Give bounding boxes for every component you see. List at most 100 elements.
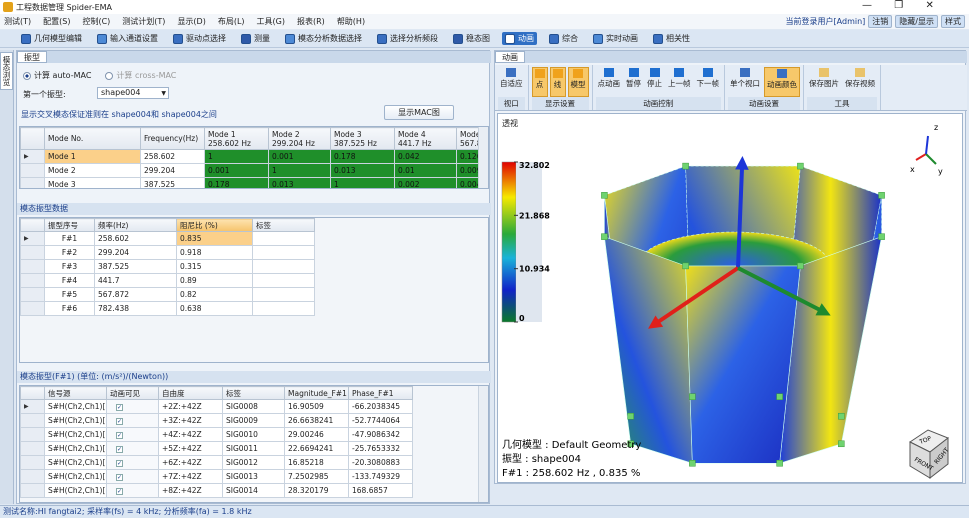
table-row[interactable]: ▶S#H(Ch2,Ch1)[+... ✓ +2Z:+42ZSIG000816.905… <box>20 399 413 414</box>
menu-item[interactable]: 报表(R) <box>297 17 325 26</box>
ribbon-label: 上一帧 <box>668 79 691 88</box>
column-header: 振型序号 <box>44 218 95 232</box>
ribbon-button[interactable]: 保存图片 <box>807 67 841 97</box>
table-row[interactable]: ▶ Mode 1 258.602 1 0.001 0.178 0.042 0.126 <box>20 149 488 164</box>
ribbon-button[interactable]: 动画颜色 <box>764 67 800 97</box>
toolbar-item[interactable]: 模态分析数据选择 <box>282 32 365 45</box>
toolbar-item[interactable]: 相关性 <box>650 32 693 45</box>
radio[interactable]: 计算 cross-MAC <box>105 70 176 81</box>
checkbox-cell[interactable]: ✓ <box>106 399 159 414</box>
mac-button[interactable]: 显示MAC图 <box>384 105 454 120</box>
user-button[interactable]: 样式 <box>941 15 965 28</box>
radio[interactable]: 计算 auto-MAC <box>23 70 91 81</box>
column-header: Frequency(Hz) <box>140 127 205 150</box>
ribbon-button[interactable]: 线 <box>549 67 566 97</box>
column-header: Phase_F#1 <box>348 386 413 400</box>
checkbox-cell[interactable]: ✓ <box>106 455 159 470</box>
ribbon-button[interactable]: 自适应 <box>498 67 525 97</box>
table-cell <box>252 245 315 260</box>
table-cell: 0.638 <box>176 301 253 316</box>
tab-strip: 振型 <box>17 51 491 63</box>
table-cell: F#6 <box>44 301 95 316</box>
ribbon-button[interactable]: 点动画 <box>596 67 623 97</box>
table-row[interactable]: S#H(Ch2,Ch1)[+... ✓ +6Z:+42ZSIG001216.8521… <box>20 455 413 470</box>
table-row[interactable]: ▶ F#1 258.602 0.835 <box>20 231 315 246</box>
toolbar-item[interactable]: 综合 <box>546 32 581 45</box>
colorbar-label-bg <box>516 162 542 322</box>
section-bar: 模态振型(F#1) (单位: (m/s²)/(Newton)) <box>17 371 491 383</box>
ribbon-button[interactable]: 保存视频 <box>843 67 877 97</box>
menu-item[interactable]: 布局(L) <box>217 17 245 26</box>
menu-item[interactable]: 测试计划(T) <box>122 17 166 26</box>
toolbar-item[interactable]: 实时动画 <box>590 32 641 45</box>
checkbox-cell[interactable]: ✓ <box>106 469 159 484</box>
table-row[interactable]: F#4 441.7 0.89 <box>20 273 315 288</box>
user-label: 当前登录用户[Admin] <box>785 17 866 26</box>
table-row[interactable]: S#H(Ch2,Ch1)[+... ✓ +4Z:+42ZSIG001029.0024… <box>20 427 413 442</box>
checkbox-cell[interactable]: ✓ <box>106 413 159 428</box>
table-cell: 0.004 <box>456 177 488 188</box>
table-cell <box>252 287 315 302</box>
table-row[interactable]: F#3 387.525 0.315 <box>20 259 315 274</box>
table-row[interactable]: S#H(Ch2,Ch1)[+... ✓ +5Z:+42ZSIG001122.6694… <box>20 441 413 456</box>
column-header: 标签 <box>222 386 285 400</box>
right-panel: 动画 自适应 视口点线模型 显示设置 点动画 暂停 停止 上一帧 下一帧 动画控制 单个视口 动画颜… <box>494 50 967 484</box>
menu-item[interactable]: 帮助(H) <box>336 17 366 26</box>
ribbon-button[interactable]: 点 <box>531 67 548 97</box>
toolbar-item[interactable]: 驱动点选择 <box>170 32 229 45</box>
checkbox-cell[interactable]: ✓ <box>106 441 159 456</box>
outer-face <box>604 236 693 464</box>
toolbar-item[interactable]: 几何模型编辑 <box>18 32 85 45</box>
ribbon-button[interactable]: 模型 <box>567 67 589 97</box>
ribbon-label: 保存图片 <box>809 79 839 88</box>
select[interactable]: shape004 ▼ <box>97 87 169 99</box>
toolbar-item[interactable]: 动画 <box>502 32 537 45</box>
tab[interactable]: 动画 <box>495 51 525 63</box>
row-header: ▶ <box>20 399 45 414</box>
ribbon-button[interactable]: 暂停 <box>624 67 643 97</box>
table-cell: 29.00246 <box>284 427 349 442</box>
table-cell: S#H(Ch2,Ch1)[+... <box>44 413 107 428</box>
ribbon-buttons: 自适应 <box>498 67 525 97</box>
toolbar-item[interactable]: 稳态图 <box>450 32 493 45</box>
window-controls[interactable]: — ❐ ✕ <box>862 0 934 11</box>
checkbox-cell[interactable]: ✓ <box>106 483 159 498</box>
table-row[interactable]: S#H(Ch2,Ch1)[+... ✓ +8Z:+42ZSIG001428.3201… <box>20 483 413 498</box>
table-cell: 0.89 <box>176 273 253 288</box>
toolbar-item[interactable]: 选择分析频段 <box>374 32 441 45</box>
toolbar-icon <box>453 33 463 44</box>
ribbon-button[interactable]: 停止 <box>645 67 664 97</box>
table-row[interactable]: S#H(Ch2,Ch1)[+... ✓ +7Z:+42ZSIG00137.25029… <box>20 469 413 484</box>
toolbar-item[interactable]: 测量 <box>238 32 273 45</box>
row-header: ▶ <box>20 149 45 164</box>
table-cell: 22.6694241 <box>284 441 349 456</box>
user-button[interactable]: 隐藏/显示 <box>895 15 938 28</box>
menu-item[interactable]: 配置(S) <box>43 17 71 26</box>
toolbar-item[interactable]: 输入通道设置 <box>94 32 161 45</box>
user-button[interactable]: 注销 <box>868 15 893 28</box>
ribbon-button[interactable]: 下一帧 <box>695 67 722 97</box>
toolbar-icon <box>21 33 31 44</box>
menu-item[interactable]: 测试(T) <box>4 17 32 26</box>
table-row[interactable]: F#5 567.872 0.82 <box>20 287 315 302</box>
table-row[interactable]: Mode 2 299.204 0.001 1 0.013 0.01 0.009 <box>20 163 488 178</box>
table-cell: Mode 1 <box>44 149 141 164</box>
table-cell: 0.042 <box>394 149 457 164</box>
radio-label: 计算 auto-MAC <box>34 71 92 80</box>
menu-item[interactable]: 控制(C) <box>82 17 111 26</box>
checkbox-cell[interactable]: ✓ <box>106 427 159 442</box>
table-row[interactable]: S#H(Ch2,Ch1)[+... ✓ +3Z:+42ZSIG000926.6638… <box>20 413 413 428</box>
menu-item[interactable]: 工具(G) <box>256 17 285 26</box>
table-row[interactable]: Mode 3 387.525 0.178 0.013 1 0.002 0.004 <box>20 177 488 188</box>
table-cell: 0.01 <box>394 163 457 178</box>
toolbar-label: 选择分析频段 <box>390 34 438 43</box>
table-cell: -47.9086342 <box>348 427 413 442</box>
ribbon-button[interactable]: 单个视口 <box>728 67 762 97</box>
table-row[interactable]: F#6 782.438 0.638 <box>20 301 315 316</box>
tab[interactable]: 振型 <box>17 51 47 63</box>
ribbon-label: 保存视频 <box>845 79 875 88</box>
table-row[interactable]: F#2 299.204 0.918 <box>20 245 315 260</box>
side-tab[interactable]: 模态浏览 <box>0 52 13 90</box>
menu-item[interactable]: 显示(D) <box>177 17 206 26</box>
ribbon-button[interactable]: 上一帧 <box>666 67 693 97</box>
